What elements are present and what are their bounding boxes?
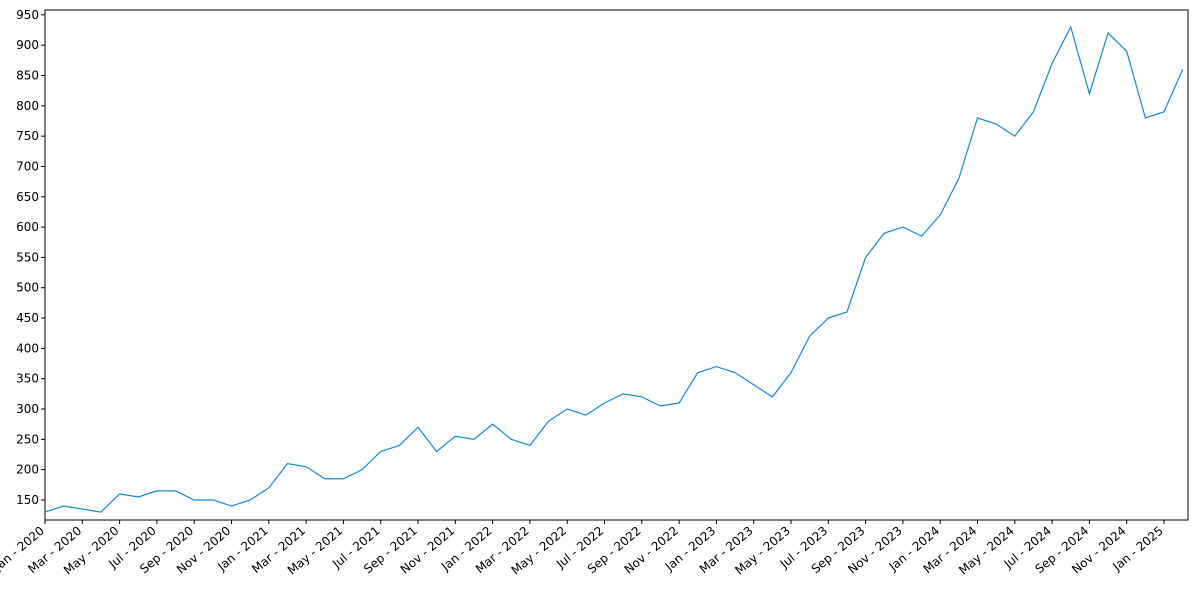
y-tick-label: 600: [16, 220, 39, 234]
series-line: [44, 25, 1184, 513]
y-tick-label: 800: [16, 99, 39, 113]
y-tick-label: 500: [16, 281, 39, 295]
y-tick-label: 250: [16, 432, 39, 446]
y-tick-label: 700: [16, 159, 39, 173]
y-tick-label: 850: [16, 68, 39, 82]
y-tick-label: 200: [16, 463, 39, 477]
y-tick-label: 150: [16, 493, 39, 507]
y-tick-label: 750: [16, 129, 39, 143]
y-tick-label: 400: [16, 341, 39, 355]
y-tick-label: 550: [16, 250, 39, 264]
y-tick-label: 950: [16, 8, 39, 22]
y-tick-label: 650: [16, 190, 39, 204]
plot-frame: [44, 9, 1189, 521]
y-tick-label: 300: [16, 402, 39, 416]
y-tick-label: 350: [16, 372, 39, 386]
y-tick-label: 450: [16, 311, 39, 325]
y-tick-label: 900: [16, 38, 39, 52]
